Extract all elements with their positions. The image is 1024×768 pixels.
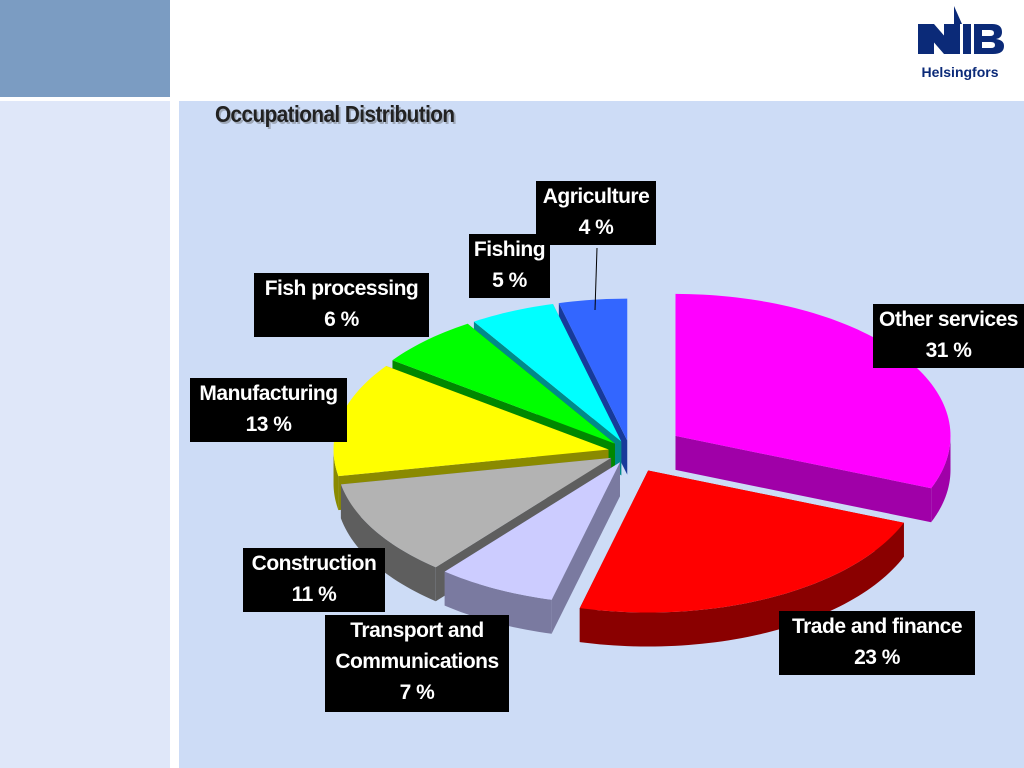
slice-wall-other-services-1	[675, 435, 932, 523]
slice-side-transport-and-communications	[444, 571, 552, 634]
slide-title: Occupational Distribution	[215, 101, 455, 127]
slice-side-construction	[340, 484, 436, 602]
label-transport-and-communications: Transport and Communications 7 %	[325, 615, 509, 712]
label-agriculture-value: 4 %	[578, 216, 614, 239]
slice-fish-processing	[392, 323, 615, 444]
label-transport-value: 7 %	[399, 681, 435, 704]
label-transport-line2: Communications	[335, 650, 499, 673]
label-transport-line1: Transport and	[350, 619, 484, 642]
label-fish-processing-name: Fish processing	[264, 277, 419, 300]
slice-transport-and-communications	[444, 462, 621, 600]
slice-agriculture	[558, 298, 628, 441]
label-trade-and-finance-value: 23 %	[854, 646, 900, 669]
slice-trade-and-finance	[579, 470, 904, 613]
label-agriculture-name: Agriculture	[542, 185, 650, 208]
label-manufacturing-value: 13 %	[245, 413, 292, 436]
slice-construction	[340, 457, 612, 568]
label-construction: Construction 11 %	[243, 548, 385, 612]
label-fish-processing: Fish processing 6 %	[254, 273, 429, 337]
label-manufacturing: Manufacturing 13 %	[190, 378, 347, 442]
slice-side-trade-and-finance	[579, 522, 904, 647]
nib-logo-mark	[918, 6, 1004, 54]
slice-manufacturing	[333, 366, 609, 477]
agriculture-leader-line	[594, 247, 598, 311]
label-manufacturing-name: Manufacturing	[199, 382, 338, 405]
label-trade-and-finance: Trade and finance 23 %	[779, 611, 975, 675]
label-fishing-value: 5 %	[492, 269, 527, 292]
label-other-services-name: Other services	[879, 308, 1018, 331]
slice-side-other-services	[931, 435, 951, 523]
header-color-block	[0, 0, 170, 97]
label-agriculture: Agriculture 4 %	[536, 181, 656, 245]
label-fishing-name: Fishing	[473, 238, 546, 261]
slice-side-manufacturing	[333, 449, 339, 511]
label-trade-and-finance-name: Trade and finance	[791, 615, 963, 638]
nib-logo: Helsingfors	[910, 4, 1020, 86]
slice-fishing	[473, 303, 622, 442]
left-side-panel	[0, 101, 170, 768]
label-construction-name: Construction	[251, 552, 377, 575]
logo-city-text: Helsingfors	[921, 64, 999, 80]
label-fish-processing-value: 6 %	[324, 308, 359, 331]
label-construction-value: 11 %	[291, 583, 337, 606]
label-other-services: Other services 31 %	[873, 304, 1024, 368]
label-other-services-value: 31 %	[925, 339, 972, 362]
